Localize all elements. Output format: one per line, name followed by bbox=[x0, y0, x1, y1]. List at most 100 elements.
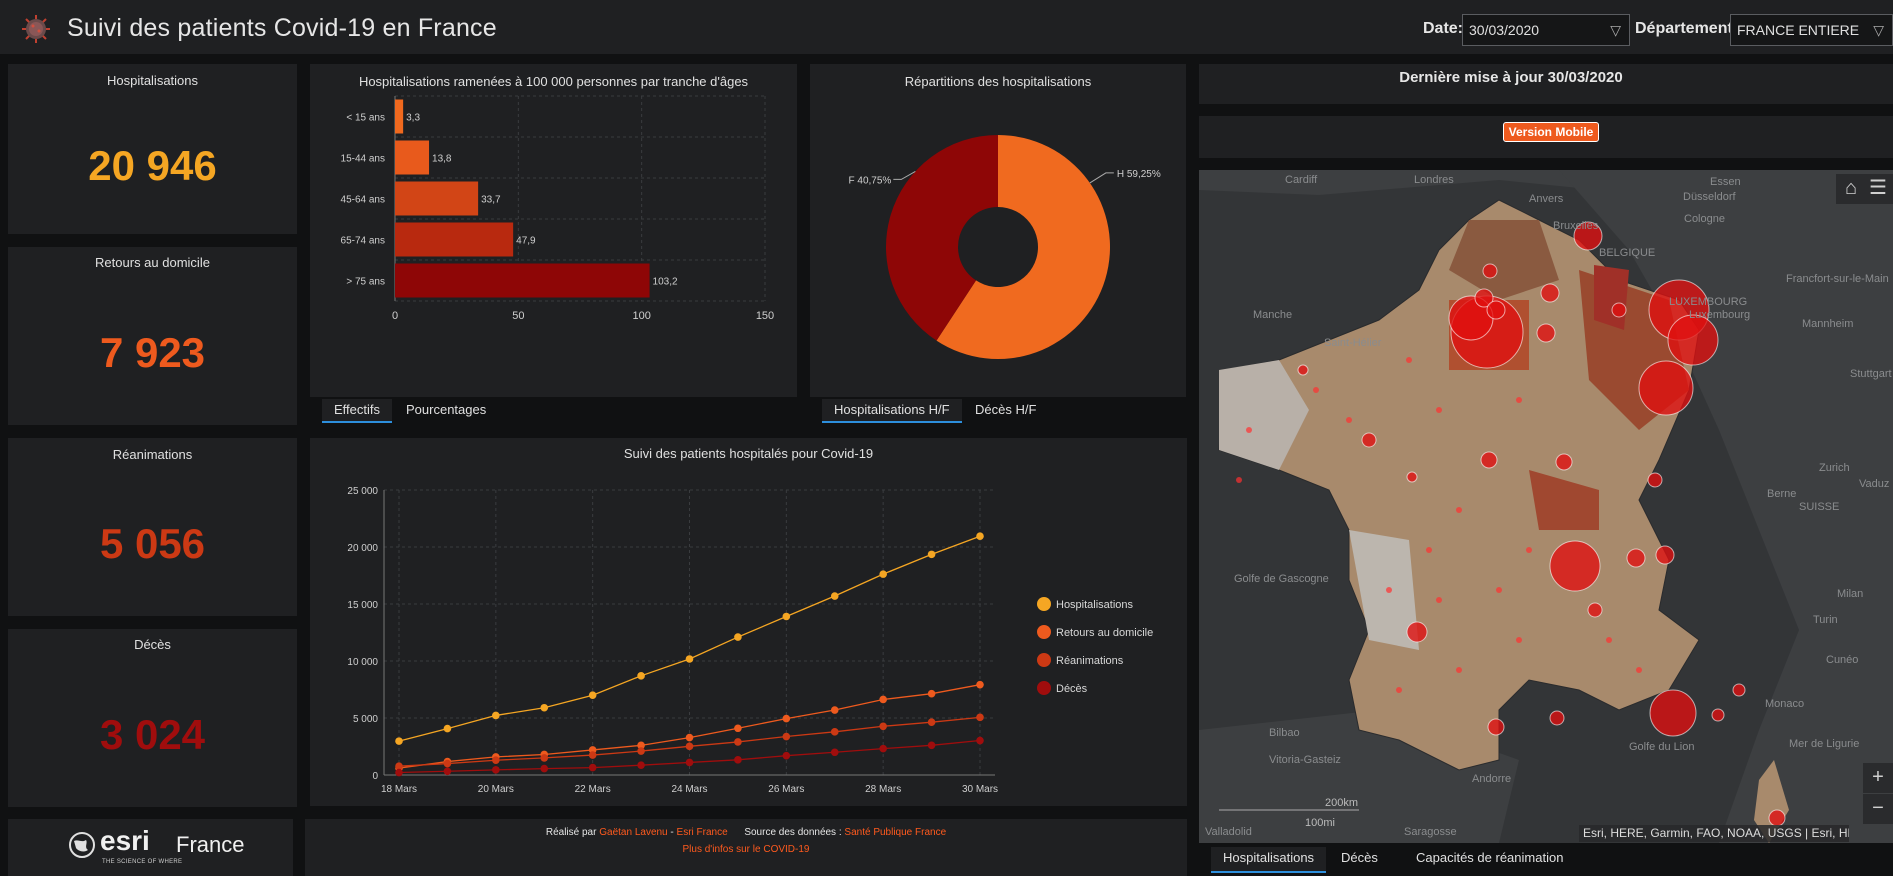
kpi-reanimations: Réanimations 5 056 bbox=[8, 438, 297, 616]
y-tick-label: 20 000 bbox=[347, 543, 378, 554]
map-label: Essen bbox=[1710, 176, 1741, 188]
france-map[interactable]: Cardiff Londres Essen Anvers Düsseldorf … bbox=[1199, 170, 1893, 843]
map-circle-doubs bbox=[1647, 472, 1663, 488]
map-circle-bas-rhin bbox=[1667, 314, 1719, 366]
source-link[interactable]: Santé Publique France bbox=[844, 827, 947, 838]
data-point bbox=[976, 532, 984, 541]
org-link[interactable]: Esri France bbox=[676, 827, 728, 838]
slice-label: H 59,25% bbox=[1117, 169, 1161, 180]
legend-marker bbox=[1037, 653, 1051, 667]
last-update-panel: Dernière mise à jour 30/03/2020 bbox=[1199, 64, 1893, 104]
map-circle-oise bbox=[1486, 300, 1506, 320]
data-point bbox=[927, 550, 936, 559]
map-circle-nice bbox=[1732, 683, 1746, 697]
bar bbox=[395, 140, 430, 175]
date-select[interactable]: 30/03/2020 ▽ bbox=[1462, 14, 1630, 46]
kpi-label: Retours au domicile bbox=[95, 255, 210, 270]
mobile-version-button[interactable]: Version Mobile bbox=[1503, 122, 1599, 142]
data-point bbox=[734, 756, 742, 764]
map-dot bbox=[1456, 507, 1462, 513]
data-point bbox=[782, 714, 791, 723]
data-point bbox=[588, 763, 597, 772]
data-point bbox=[927, 718, 936, 726]
tab-effectifs[interactable]: Effectifs bbox=[322, 399, 393, 423]
list-icon[interactable]: ☰ bbox=[1863, 174, 1893, 204]
data-point bbox=[976, 713, 984, 722]
department-select[interactable]: FRANCE ENTIERE ▽ bbox=[1730, 14, 1893, 46]
data-point bbox=[588, 691, 597, 699]
x-tick-label: 20 Mars bbox=[478, 784, 514, 795]
map-circle-isere bbox=[1587, 602, 1603, 618]
kpi-value: 20 946 bbox=[88, 142, 217, 189]
map-label: Cologne bbox=[1684, 213, 1725, 225]
date-value: 30/03/2020 bbox=[1469, 22, 1540, 38]
map-dot bbox=[1386, 587, 1392, 593]
chevron-down-icon: ▽ bbox=[1610, 22, 1621, 38]
pie-slice bbox=[886, 135, 998, 341]
app-title: Suivi des patients Covid-19 en France bbox=[67, 14, 497, 42]
data-point bbox=[685, 655, 694, 663]
y-tick-label: 25 000 bbox=[347, 486, 378, 497]
map-circle-loire bbox=[1480, 451, 1498, 469]
map-circle-corsica bbox=[1768, 809, 1786, 827]
map-dot bbox=[1396, 687, 1402, 693]
data-point bbox=[879, 744, 887, 753]
map-label: SUISSE bbox=[1799, 501, 1839, 513]
home-icon[interactable]: ⌂ bbox=[1836, 174, 1866, 204]
more-info-link[interactable]: Plus d'infos sur le COVID-19 bbox=[682, 844, 810, 855]
map-label: Bilbao bbox=[1269, 727, 1300, 739]
map-label: Vaduz bbox=[1859, 478, 1889, 490]
tab-hospitalisations-hf[interactable]: Hospitalisations H/F bbox=[822, 399, 962, 423]
made-by-label: Réalisé par bbox=[545, 827, 597, 838]
data-point bbox=[976, 736, 984, 745]
tab-pourcentages[interactable]: Pourcentages bbox=[406, 402, 487, 417]
kpi-label: Réanimations bbox=[112, 447, 193, 462]
map-label: Milan bbox=[1837, 588, 1863, 600]
gender-donut-chart: H 59,25% F 40,75% bbox=[849, 135, 1161, 359]
map-dot bbox=[1406, 357, 1412, 363]
zoom-in-button[interactable]: + bbox=[1863, 763, 1893, 793]
map-label: Cunéo bbox=[1826, 654, 1858, 666]
map-dot bbox=[1236, 477, 1242, 483]
legend-marker bbox=[1037, 597, 1051, 611]
data-label: 47,9 bbox=[516, 236, 536, 247]
data-point bbox=[395, 768, 403, 777]
map-label: Zurich bbox=[1819, 462, 1850, 474]
map-label: Stuttgart bbox=[1850, 368, 1892, 380]
leader-line bbox=[1089, 172, 1114, 184]
tab-map-capacites[interactable]: Capacités de réanimation bbox=[1416, 850, 1564, 865]
region-rhone bbox=[1529, 470, 1599, 530]
zoom-out-button[interactable]: − bbox=[1863, 794, 1893, 824]
map-dot bbox=[1346, 417, 1352, 423]
map-circle-tours bbox=[1406, 471, 1418, 483]
brand-name: esri bbox=[100, 825, 150, 856]
map-circle-dijon bbox=[1555, 453, 1573, 471]
region-gironde bbox=[1349, 530, 1419, 650]
data-point bbox=[492, 766, 500, 774]
region-bretagne bbox=[1219, 360, 1309, 470]
map-panel[interactable]: Cardiff Londres Essen Anvers Düsseldorf … bbox=[1199, 170, 1893, 843]
legend-label: Retours au domicile bbox=[1056, 627, 1153, 639]
map-label: Anvers bbox=[1529, 193, 1564, 205]
y-tick-label: > 75 ans bbox=[346, 277, 385, 288]
data-point bbox=[540, 703, 549, 712]
tab-map-deces[interactable]: Décès bbox=[1341, 850, 1378, 865]
department-label: Département: bbox=[1635, 20, 1739, 37]
map-label: Turin bbox=[1813, 614, 1838, 626]
age-chart-panel: Hospitalisations ramenées à 100 000 pers… bbox=[310, 64, 797, 397]
bar bbox=[395, 99, 404, 134]
legend-marker bbox=[1037, 625, 1051, 639]
x-tick-label: 50 bbox=[512, 310, 524, 322]
data-point bbox=[879, 695, 887, 704]
map-label: Monaco bbox=[1765, 698, 1804, 710]
tab-map-hospitalisations[interactable]: Hospitalisations bbox=[1211, 847, 1327, 873]
x-tick-label: 100 bbox=[632, 310, 650, 322]
last-update-text: Dernière mise à jour 30/03/2020 bbox=[1399, 69, 1623, 86]
uk-landmass bbox=[1199, 170, 1619, 195]
map-circle-geneve bbox=[1626, 548, 1646, 568]
author-link[interactable]: Gaëtan Lavenu bbox=[599, 827, 668, 838]
tab-deces-hf[interactable]: Décès H/F bbox=[975, 402, 1037, 417]
more-info-line: Plus d'infos sur le COVID-19 bbox=[305, 844, 1187, 855]
data-point bbox=[637, 741, 645, 750]
data-point bbox=[830, 728, 839, 736]
